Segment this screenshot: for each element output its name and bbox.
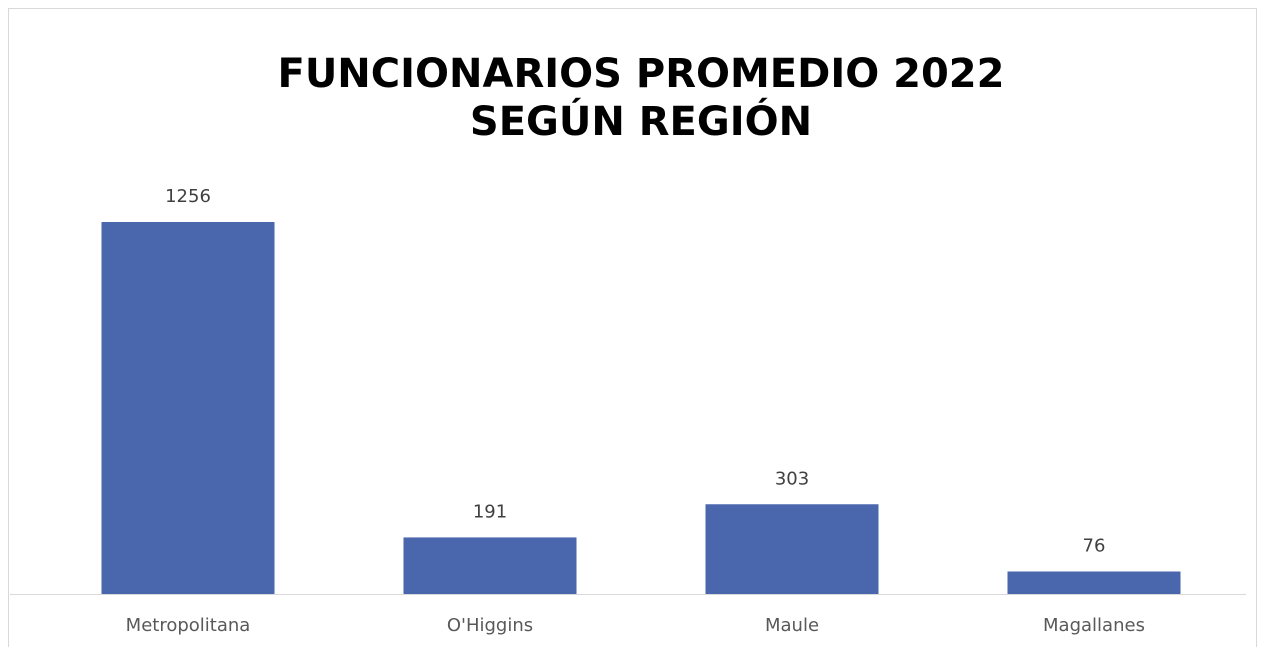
x-tick-label: O'Higgins — [447, 615, 533, 636]
bar — [101, 222, 275, 594]
x-tick-label: Magallanes — [1043, 615, 1145, 636]
data-label: 303 — [775, 468, 809, 489]
data-label: 1256 — [165, 186, 211, 207]
chart-title: SEGÚN REGIÓN — [470, 97, 812, 145]
data-label: 76 — [1083, 535, 1106, 556]
x-tick-label: Metropolitana — [126, 615, 251, 636]
x-tick-label: Maule — [765, 615, 819, 636]
data-label: 191 — [473, 501, 507, 522]
chart-title: FUNCIONARIOS PROMEDIO 2022 — [278, 51, 1005, 97]
bar — [403, 537, 577, 594]
bar — [1007, 571, 1181, 594]
chart-border — [8, 8, 1257, 647]
bar — [705, 504, 879, 594]
